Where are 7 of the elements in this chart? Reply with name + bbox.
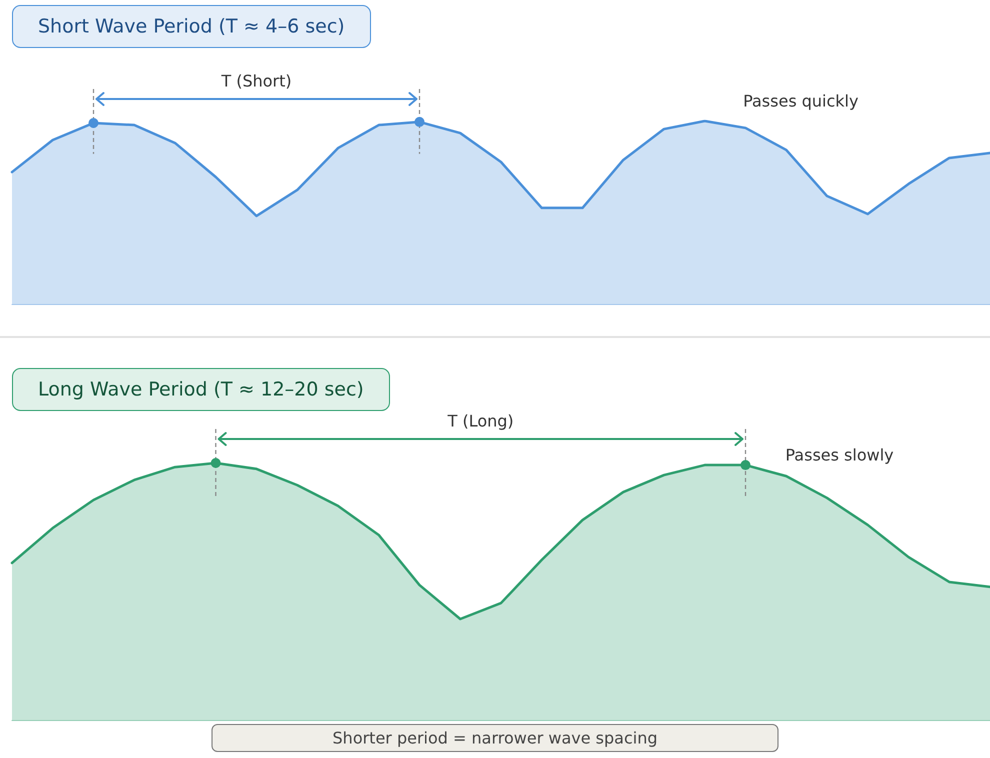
text: T (Long): [446, 412, 514, 430]
annotation: Passes slowly: [785, 446, 894, 465]
text: Shorter period = narrower wave spacing: [332, 728, 658, 748]
chart-title: Short Wave Period (T ≈ 4–6 sec): [38, 16, 345, 38]
text: Passes quickly: [743, 92, 858, 110]
chart-title: Long Wave Period (T ≈ 12–20 sec): [38, 378, 364, 400]
text: T (Short): [220, 72, 292, 91]
